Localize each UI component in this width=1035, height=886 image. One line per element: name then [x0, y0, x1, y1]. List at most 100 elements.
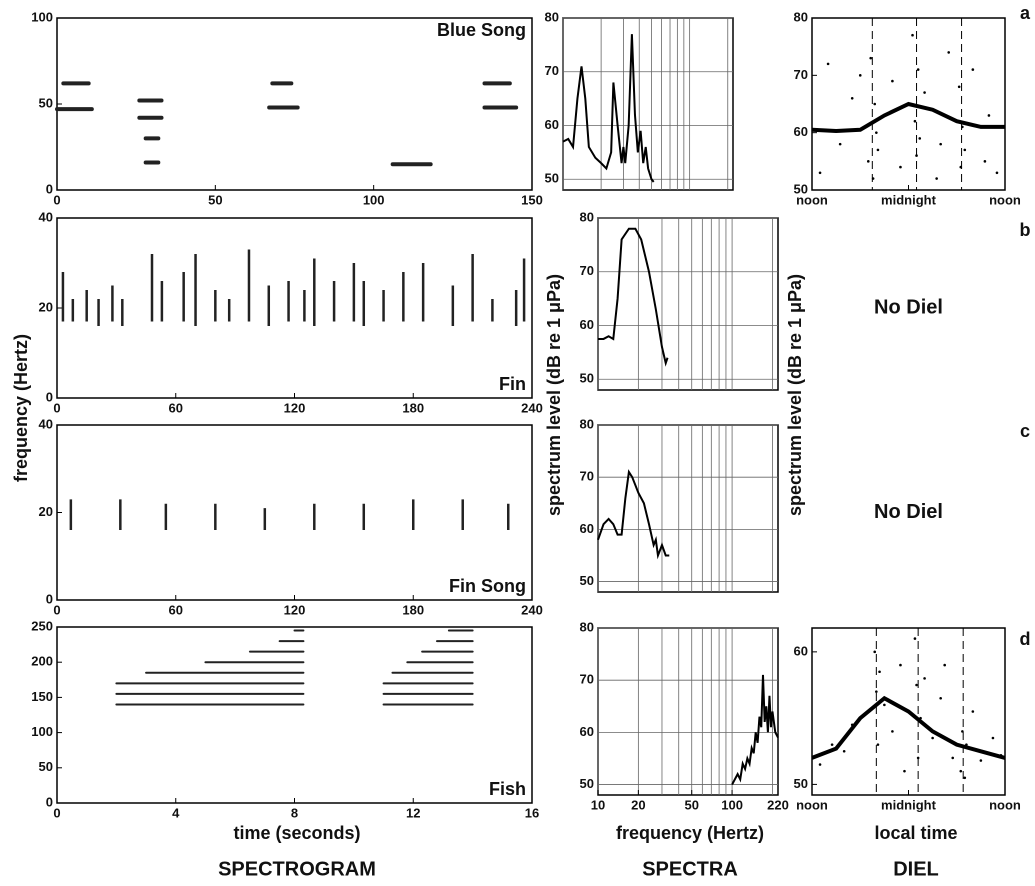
y-tick-label: 50: [580, 573, 594, 588]
scatter-point: [869, 56, 873, 60]
scatter-point: [961, 125, 964, 129]
scatter-point: [903, 769, 906, 773]
x-tick-label: 60: [169, 400, 183, 415]
x-tick-label: noon: [989, 797, 1021, 812]
y-tick-label: 70: [545, 63, 559, 78]
scatter-point: [931, 736, 934, 740]
scatter-point: [939, 696, 942, 700]
scatter-point: [987, 114, 991, 117]
scatter-point: [838, 142, 842, 146]
scatter-point: [923, 91, 926, 94]
x-tick-label: 120: [284, 602, 306, 617]
scatter-point: [826, 62, 830, 66]
scatter-point: [871, 177, 875, 180]
y-tick-label: 50: [794, 776, 808, 791]
x-tick-label: 0: [53, 400, 60, 415]
y-tick-label: 50: [545, 171, 559, 186]
y-axis-label: spectrum level (dB re 1 μPa): [785, 274, 805, 516]
data-line: [811, 101, 1005, 133]
data-line: [562, 34, 655, 183]
y-tick-label: 20: [39, 504, 53, 519]
plot-frame: [56, 424, 533, 601]
y-tick-label: 80: [580, 209, 594, 224]
scatter-point: [875, 131, 878, 134]
y-tick-label: 0: [46, 181, 53, 196]
scatter-point: [899, 165, 902, 169]
scatter-point: [818, 763, 822, 766]
x-tick-label: 180: [402, 602, 424, 617]
panel-title: Fin Song: [449, 576, 526, 596]
scatter-point: [873, 650, 877, 654]
y-tick-label: 250: [31, 618, 53, 633]
x-tick-label: noon: [796, 797, 828, 812]
scatter-point: [947, 51, 951, 54]
scatter-point: [916, 756, 920, 760]
scatter-point: [959, 165, 963, 169]
scatter-point: [818, 171, 822, 175]
panel-title: Blue Song: [437, 20, 526, 40]
scatter-point: [971, 68, 975, 71]
scatter-point: [979, 759, 983, 762]
y-tick-label: 70: [580, 263, 594, 278]
x-tick-label: 16: [525, 805, 539, 820]
x-tick-label: midnight: [881, 192, 937, 207]
panel-title: Fish: [489, 779, 526, 799]
x-tick-label: 220: [767, 797, 789, 812]
no-diel-note: No Diel: [874, 501, 943, 523]
x-tick-label: 60: [169, 602, 183, 617]
scatter-point: [918, 137, 922, 140]
panel-letter: a: [1020, 3, 1031, 23]
x-tick-label: 0: [53, 805, 60, 820]
y-tick-label: 50: [580, 776, 594, 791]
scatter-point: [915, 683, 918, 687]
scatter-point: [943, 663, 946, 667]
y-tick-label: 50: [39, 759, 53, 774]
y-tick-label: 60: [545, 117, 559, 132]
scatter-point: [842, 749, 846, 753]
no-diel-note: No Diel: [874, 296, 943, 318]
x-tick-label: noon: [796, 192, 828, 207]
scatter-point: [899, 663, 902, 667]
x-axis-label: local time: [874, 823, 957, 843]
y-tick-label: 80: [794, 9, 808, 24]
plot-frame: [597, 217, 779, 391]
x-axis-label: frequency (Hertz): [616, 823, 764, 843]
scatter-point: [916, 68, 920, 71]
y-tick-label: 60: [580, 317, 594, 332]
scatter-point: [915, 154, 918, 157]
y-tick-label: 60: [794, 643, 808, 658]
y-tick-label: 20: [39, 299, 53, 314]
y-tick-label: 80: [580, 619, 594, 634]
x-tick-label: 20: [631, 797, 645, 812]
y-tick-label: 50: [580, 371, 594, 386]
scatter-point: [883, 703, 886, 707]
y-tick-label: 50: [794, 181, 808, 196]
column-title: SPECTROGRAM: [218, 858, 376, 880]
panel-letter: b: [1020, 220, 1031, 240]
x-tick-label: 150: [521, 192, 543, 207]
x-tick-label: 240: [521, 602, 543, 617]
y-tick-label: 60: [580, 724, 594, 739]
scatter-point: [913, 637, 917, 640]
scatter-point: [858, 74, 862, 77]
scatter-point: [963, 776, 967, 780]
y-tick-label: 60: [794, 124, 808, 139]
y-tick-label: 80: [580, 416, 594, 431]
scatter-point: [866, 160, 870, 163]
scatter-point: [951, 756, 955, 760]
y-tick-label: 60: [580, 521, 594, 536]
y-tick-label: 100: [31, 724, 53, 739]
scatter-point: [876, 148, 880, 152]
scatter-point: [873, 102, 877, 106]
column-title: DIEL: [893, 858, 939, 880]
x-tick-label: 0: [53, 602, 60, 617]
data-line: [597, 469, 670, 560]
y-tick-label: 40: [39, 416, 53, 431]
x-tick-label: 50: [208, 192, 222, 207]
scatter-point: [830, 743, 834, 746]
y-tick-label: 100: [31, 9, 53, 24]
y-tick-label: 70: [580, 672, 594, 687]
panel-letter: c: [1020, 421, 1030, 441]
scatter-point: [991, 736, 995, 740]
